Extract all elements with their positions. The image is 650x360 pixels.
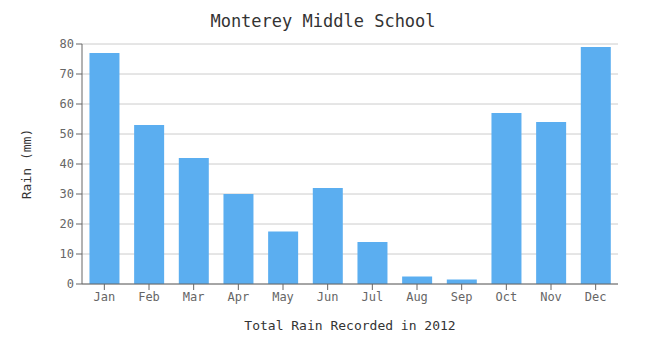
svg-text:20: 20 bbox=[60, 217, 74, 231]
svg-text:0: 0 bbox=[67, 277, 74, 291]
svg-text:Jan: Jan bbox=[93, 290, 115, 304]
svg-text:May: May bbox=[272, 290, 294, 304]
svg-text:Feb: Feb bbox=[138, 290, 160, 304]
svg-text:Total Rain Recorded in 2012: Total Rain Recorded in 2012 bbox=[244, 318, 455, 333]
svg-text:Nov: Nov bbox=[540, 290, 562, 304]
svg-text:30: 30 bbox=[60, 187, 74, 201]
svg-text:Oct: Oct bbox=[495, 290, 517, 304]
svg-text:Dec: Dec bbox=[585, 290, 607, 304]
svg-text:Jul: Jul bbox=[361, 290, 383, 304]
svg-text:Mar: Mar bbox=[183, 290, 205, 304]
svg-text:60: 60 bbox=[60, 97, 74, 111]
svg-text:Aug: Aug bbox=[406, 290, 428, 304]
svg-text:40: 40 bbox=[60, 157, 74, 171]
svg-text:Apr: Apr bbox=[227, 290, 249, 304]
svg-text:Sep: Sep bbox=[451, 290, 473, 304]
svg-text:70: 70 bbox=[60, 67, 74, 81]
svg-text:80: 80 bbox=[60, 37, 74, 51]
svg-text:50: 50 bbox=[60, 127, 74, 141]
html-text:Monterey Middle School: Monterey Middle School bbox=[210, 11, 436, 31]
svg-text:10: 10 bbox=[60, 247, 74, 261]
svg-text:Rain (mm): Rain (mm) bbox=[19, 129, 34, 199]
svg-text:Jun: Jun bbox=[317, 290, 339, 304]
